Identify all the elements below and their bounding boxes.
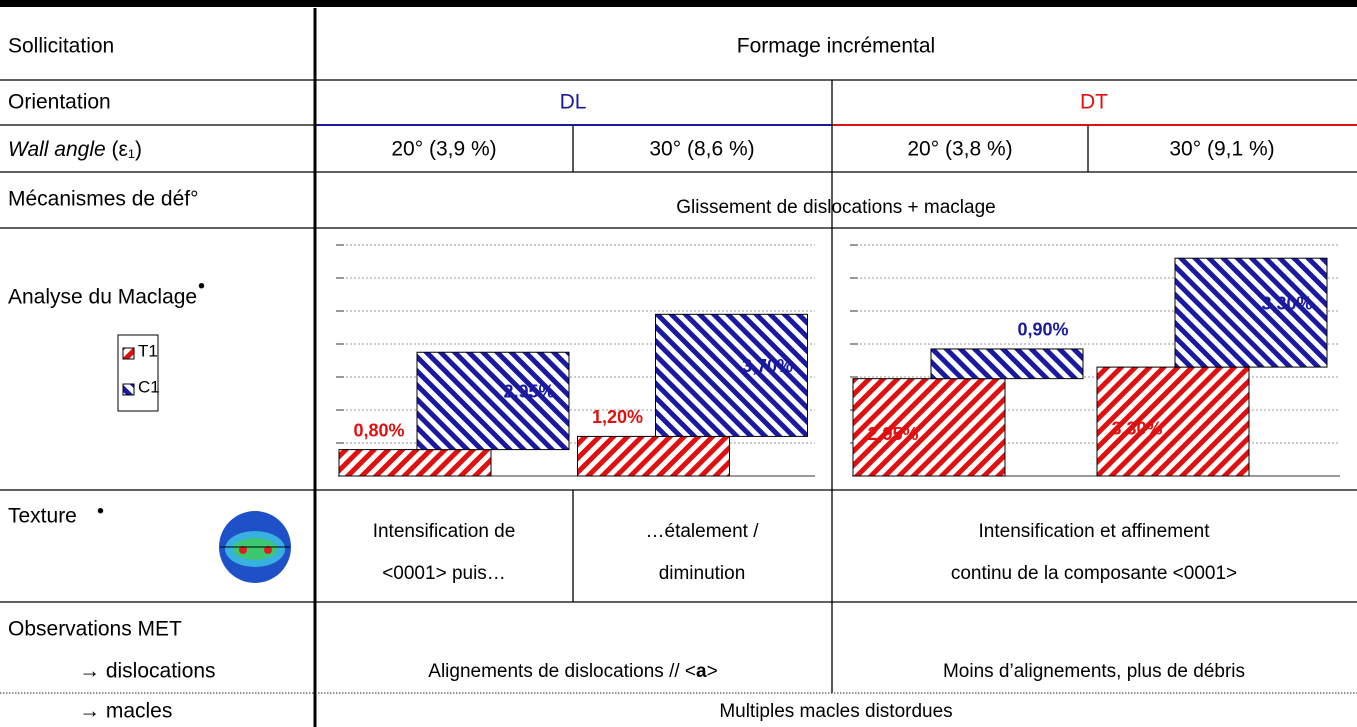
value-label: 2,95% bbox=[867, 424, 918, 444]
mark: • bbox=[97, 500, 104, 522]
row-label: Mécanismes de déf° bbox=[8, 188, 199, 211]
cell: 20° (3,8 %) bbox=[907, 138, 1012, 161]
cell: diminution bbox=[659, 563, 746, 584]
bar-t1 bbox=[852, 378, 1006, 477]
mark: • bbox=[198, 275, 205, 297]
legend-label: C1 bbox=[138, 377, 160, 396]
value-label: 3,30% bbox=[1261, 293, 1312, 313]
bar-t1 bbox=[577, 435, 730, 477]
row-label: Sollicitation bbox=[8, 35, 114, 58]
cell: Moins d’alignements, plus de débris bbox=[943, 661, 1245, 682]
cell: Intensification de bbox=[373, 521, 516, 542]
cell: …étalement / bbox=[646, 521, 760, 542]
bar-c1 bbox=[930, 348, 1084, 380]
value-label: 0,80% bbox=[353, 420, 404, 440]
row-label: → dislocations bbox=[79, 660, 216, 683]
cell-dt: DT bbox=[1080, 91, 1108, 114]
t: a bbox=[696, 661, 707, 682]
bar-t1 bbox=[338, 449, 492, 477]
cell: Intensification et affinement bbox=[979, 521, 1211, 542]
legend-swatch bbox=[122, 383, 135, 396]
value-label: 0,90% bbox=[1017, 320, 1068, 340]
row-label: Observations MET bbox=[8, 618, 182, 641]
cell: 30° (9,1 %) bbox=[1169, 138, 1274, 161]
bar-c1 bbox=[416, 351, 570, 451]
legend-swatch bbox=[122, 347, 135, 360]
cell-dl: DL bbox=[560, 91, 587, 114]
row-label: Analyse du Maclage bbox=[8, 286, 197, 309]
cell: Multiples macles distordues bbox=[719, 701, 952, 722]
cell: <0001> puis… bbox=[382, 563, 506, 584]
symbol: (ε₁) bbox=[112, 138, 142, 161]
value-label: 1,20% bbox=[592, 407, 643, 427]
bar-t1 bbox=[1096, 366, 1250, 477]
bar-c1 bbox=[1174, 257, 1328, 368]
row-label: Orientation bbox=[8, 91, 111, 114]
value-label: 3,30% bbox=[1111, 418, 1162, 438]
cell: Formage incrémental bbox=[737, 35, 935, 58]
row-label: Wall angle (ε₁) bbox=[8, 138, 142, 161]
pole-figure bbox=[219, 511, 291, 583]
t: Alignements de dislocations // < bbox=[428, 661, 696, 682]
cell: Alignements de dislocations // <a> bbox=[428, 661, 717, 682]
label: Wall angle bbox=[8, 138, 106, 161]
row-label: → macles bbox=[79, 700, 172, 723]
cell: 30° (8,6 %) bbox=[649, 138, 754, 161]
cell: continu de la composante <0001> bbox=[951, 563, 1237, 584]
legend-label: T1 bbox=[138, 341, 158, 360]
value-label: 3,70% bbox=[742, 356, 793, 376]
bar-c1 bbox=[655, 313, 808, 437]
top-rule bbox=[0, 0, 1357, 7]
row-label: Texture bbox=[8, 505, 77, 528]
t: > bbox=[707, 661, 718, 682]
cell: Glissement de dislocations + maclage bbox=[676, 197, 995, 218]
value-label: 2,95% bbox=[503, 382, 554, 402]
cell: 20° (3,9 %) bbox=[391, 138, 496, 161]
